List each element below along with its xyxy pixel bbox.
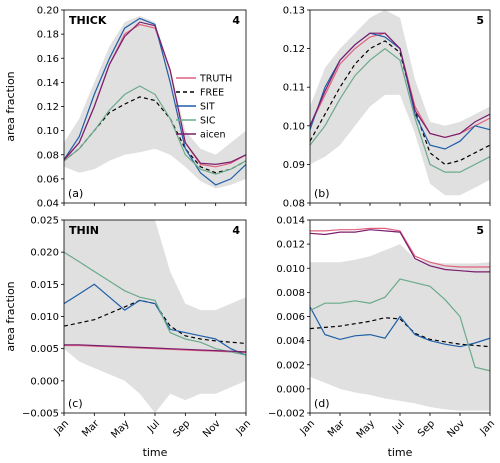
spread-band <box>310 10 490 196</box>
x-tick-label: Jan <box>234 418 253 437</box>
panel-letter: (b) <box>314 187 330 200</box>
series-line-free <box>64 299 246 345</box>
x-tick-label: Jan <box>298 418 317 437</box>
y-tick-label: 0.09 <box>283 160 305 171</box>
y-tick-label: 0.004 <box>276 336 305 347</box>
panel-letter: (a) <box>68 187 83 200</box>
series-line-sit <box>64 17 246 186</box>
spread-band <box>64 220 246 413</box>
y-tick-label: 0.11 <box>283 83 305 94</box>
series-line-aicen <box>64 21 246 166</box>
y-tick-label: −0.002 <box>268 409 305 420</box>
x-tick-label: Nov <box>445 418 467 440</box>
y-tick-label: −0.005 <box>22 409 59 420</box>
y-tick-label: 0.10 <box>283 121 305 132</box>
y-tick-label: 0.010 <box>276 264 305 275</box>
x-tick-label: Jul <box>145 418 162 435</box>
legend-entry: SIC <box>200 116 216 127</box>
panel-letter: (c) <box>68 397 83 410</box>
legend-entry: aicen <box>200 130 226 141</box>
legend-entry: TRUTH <box>199 74 232 85</box>
y-tick-label: 0.12 <box>37 102 59 113</box>
x-tick-label: Mar <box>80 418 102 440</box>
x-tick-label: Jan <box>478 418 497 437</box>
x-tick-label: Sep <box>416 418 437 439</box>
series-line-truth <box>310 227 490 268</box>
y-tick-label: 0.14 <box>37 78 59 89</box>
y-tick-label: 0.006 <box>276 312 305 323</box>
y-tick-label: 0.16 <box>37 54 59 65</box>
y-tick-label: 0.015 <box>30 280 59 291</box>
series-line-sic <box>64 85 246 175</box>
y-tick-label: 0.08 <box>283 199 305 210</box>
y-tick-label: 0.08 <box>37 150 59 161</box>
y-tick-label: 0.014 <box>276 216 305 227</box>
panel-category: 5 <box>476 224 484 237</box>
y-tick-label: 0.010 <box>30 312 59 323</box>
series-line-aicen <box>64 344 246 353</box>
panel-category: 5 <box>476 14 484 27</box>
panel-category: 4 <box>232 14 240 27</box>
y-tick-label: 0.06 <box>37 174 59 185</box>
series-line-sit <box>64 283 246 356</box>
panel-letter: (d) <box>314 397 330 410</box>
panel-category: 4 <box>232 224 240 237</box>
x-tick-label: Jan <box>52 418 71 437</box>
x-tick-label: Jul <box>390 418 407 435</box>
legend-entry: FREE <box>200 88 224 99</box>
y-tick-label: 0.005 <box>30 344 59 355</box>
y-tick-label: 0.012 <box>276 240 305 251</box>
y-tick-label: 0.002 <box>276 360 305 371</box>
panel-1: 0.04 0.06 0.08 0.10 0.12 0.14 0.16 0.18 0.20 area… <box>4 6 247 210</box>
x-tick-label: Nov <box>201 418 223 440</box>
panel-label: THIN <box>69 224 99 237</box>
y-axis-label: area fraction <box>4 71 17 141</box>
series-line-sic <box>310 47 490 173</box>
y-tick-label: 0.13 <box>283 6 305 17</box>
panel-2: 0.08 0.09 0.10 0.11 0.12 0.13 5 (b) <box>283 6 491 210</box>
x-tick-label: Sep <box>171 418 192 439</box>
series-line-aicen <box>310 32 490 139</box>
y-tick-label: 0.020 <box>30 248 59 259</box>
x-axis-label: time <box>143 446 168 459</box>
y-tick-label: 0.20 <box>37 6 59 17</box>
panel-3: −0.005 0.000 0.005 0.010 0.015 0.020 0.025 Jan M… <box>4 216 253 460</box>
x-axis-label: time <box>388 446 413 459</box>
y-tick-label: 0.04 <box>37 199 59 210</box>
y-tick-label: 0.000 <box>30 376 59 387</box>
x-tick-label: May <box>109 418 131 440</box>
y-tick-label: 0.10 <box>37 126 59 137</box>
y-tick-label: 0.025 <box>30 216 59 227</box>
series-line-aicen <box>310 229 490 273</box>
x-tick-label: Mar <box>326 418 348 440</box>
y-tick-label: 0.12 <box>283 44 305 55</box>
panel-4: −0.002 0.000 0.002 0.004 0.006 0.008 0.010 0.01… <box>268 216 497 460</box>
y-tick-label: 0.000 <box>276 384 305 395</box>
panel-label: THICK <box>69 14 107 27</box>
series-line-sic <box>64 251 246 356</box>
series-line-sit <box>310 306 490 348</box>
x-tick-label: May <box>355 418 377 440</box>
y-tick-label: 0.18 <box>37 30 59 41</box>
legend-entry: SIT <box>200 102 215 113</box>
spread-band <box>310 244 490 411</box>
y-tick-label: 0.008 <box>276 288 305 299</box>
series-line-sic <box>310 278 490 372</box>
series-line-free <box>310 317 490 348</box>
y-axis-label: area fraction <box>4 281 17 351</box>
